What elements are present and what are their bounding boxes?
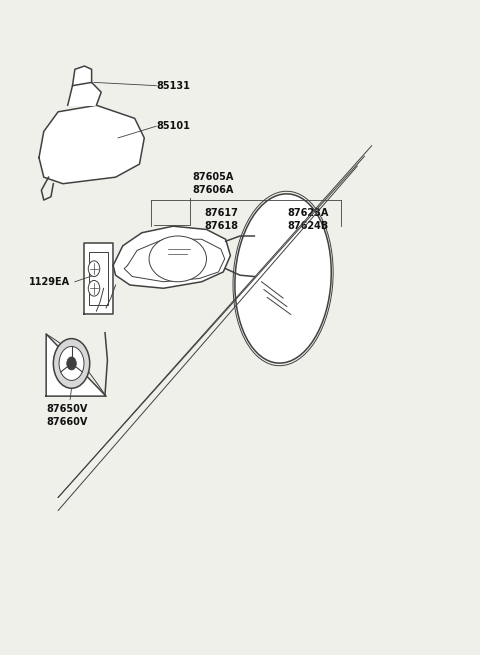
Text: 1129EA: 1129EA bbox=[29, 277, 71, 287]
Ellipse shape bbox=[149, 236, 206, 282]
Circle shape bbox=[59, 346, 84, 381]
Text: 85131: 85131 bbox=[156, 81, 190, 90]
Circle shape bbox=[67, 357, 76, 370]
Text: 87605A
87606A: 87605A 87606A bbox=[192, 172, 233, 195]
Polygon shape bbox=[84, 242, 113, 314]
Circle shape bbox=[53, 339, 90, 388]
Circle shape bbox=[88, 261, 100, 276]
Circle shape bbox=[88, 280, 100, 296]
Polygon shape bbox=[68, 83, 101, 105]
Polygon shape bbox=[113, 226, 230, 288]
Text: 87623A
87624B: 87623A 87624B bbox=[288, 208, 329, 231]
Text: 85101: 85101 bbox=[156, 121, 190, 131]
Polygon shape bbox=[72, 66, 92, 86]
Polygon shape bbox=[46, 334, 106, 396]
Text: 87650V
87660V: 87650V 87660V bbox=[46, 404, 87, 427]
Ellipse shape bbox=[235, 194, 331, 363]
Polygon shape bbox=[39, 105, 144, 183]
Text: 87617
87618: 87617 87618 bbox=[204, 208, 238, 231]
